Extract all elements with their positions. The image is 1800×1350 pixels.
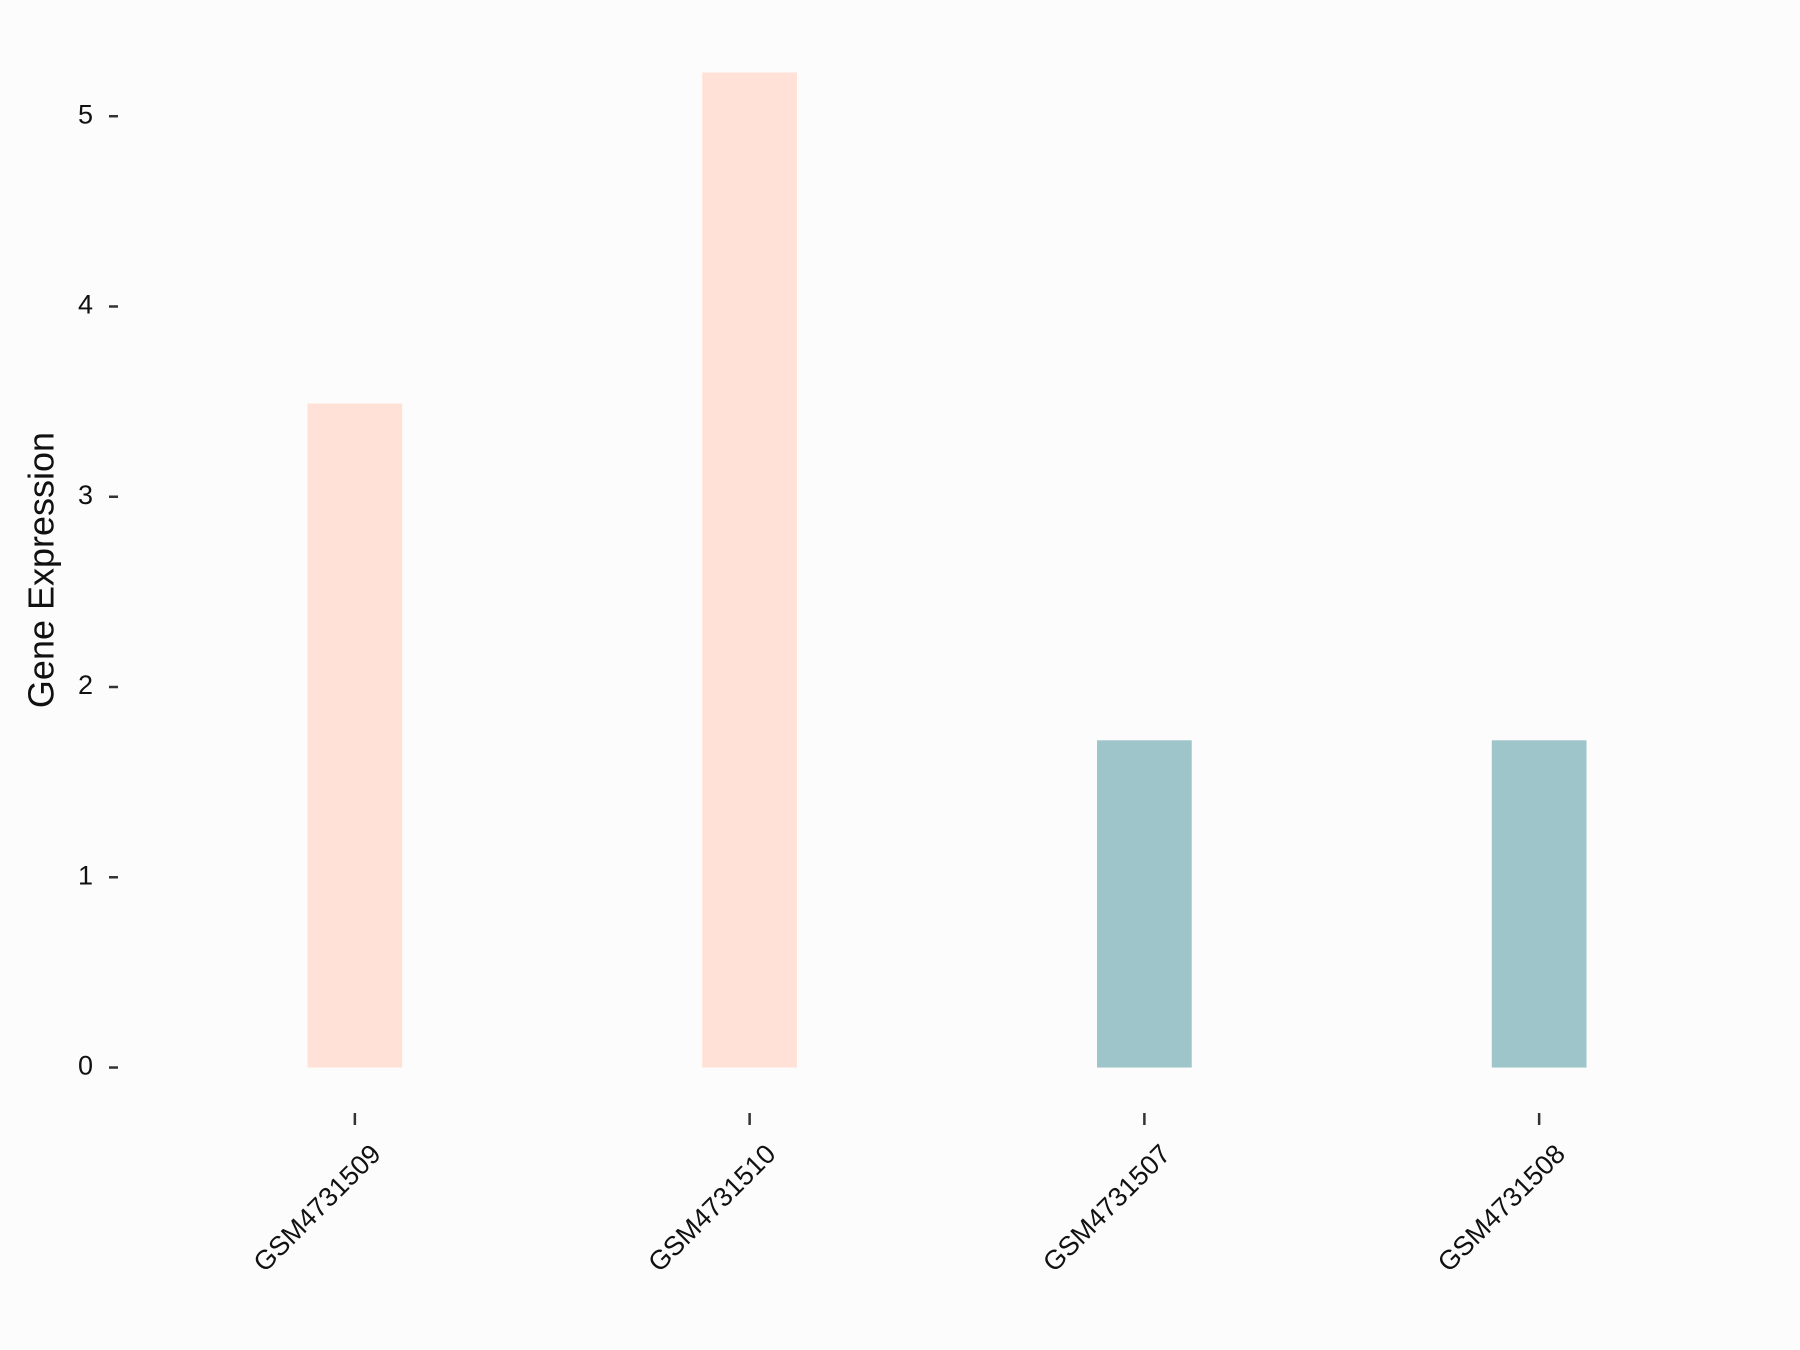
y-tick-label: 4 [78,290,93,320]
y-tick-label: 0 [78,1051,93,1081]
bar [1491,740,1587,1068]
y-axis-title: Gene Expression [21,432,62,708]
bar [307,403,403,1068]
y-tick-label: 2 [78,670,93,700]
y-tick-label: 5 [78,99,93,129]
y-tick-label: 1 [78,860,93,890]
bar [702,72,797,1068]
bar [1097,740,1192,1068]
y-tick-label: 3 [78,480,93,510]
